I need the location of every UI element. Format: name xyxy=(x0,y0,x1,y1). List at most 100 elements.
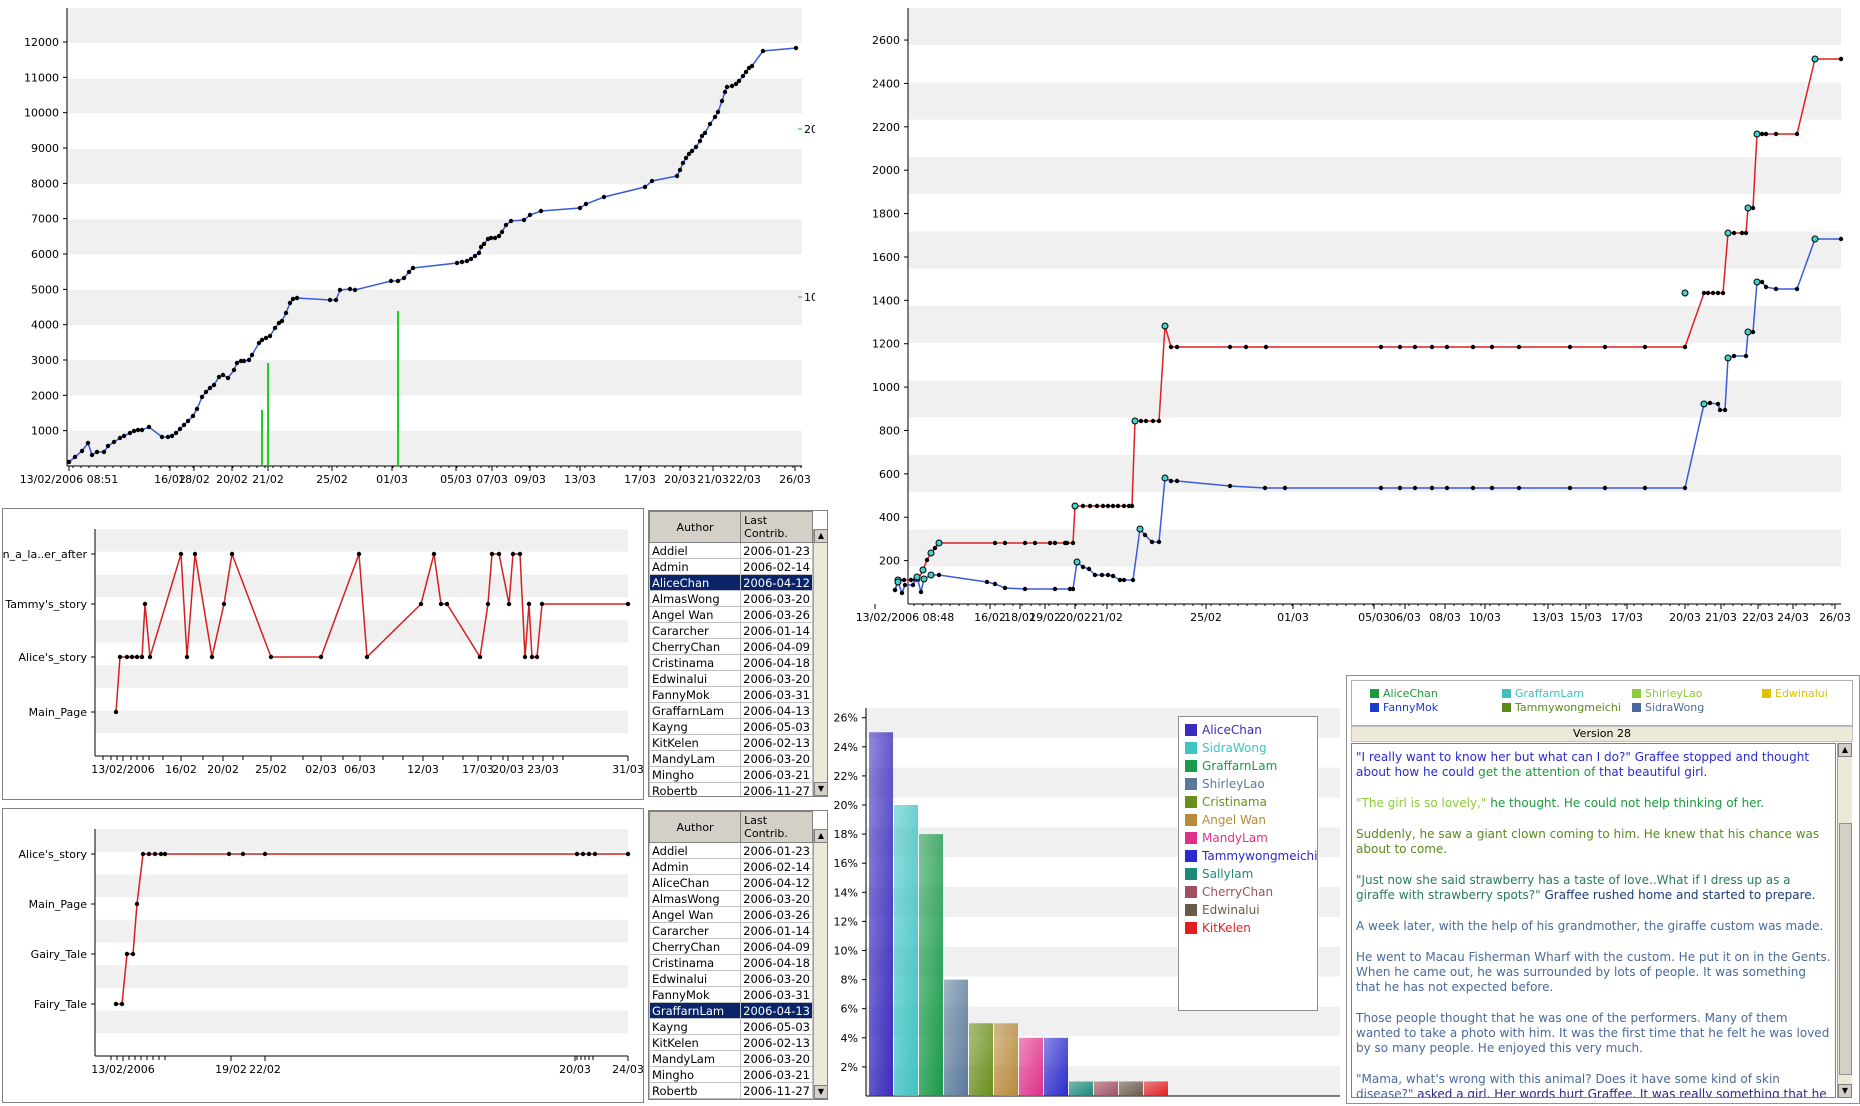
author-table-1[interactable]: Author Last Contrib. Addiel 2006-01-23 Adm… xyxy=(648,510,828,797)
paragraph-7: Those people thought that he was one of … xyxy=(1356,1011,1831,1056)
table-row[interactable]: Addiel 2006-01-23 xyxy=(649,842,813,859)
table-row[interactable]: CherryChan 2006-04-09 xyxy=(649,638,813,655)
table-row[interactable]: Addiel 2006-01-23 xyxy=(649,542,813,559)
contributor-b-point xyxy=(1731,353,1737,359)
edits-point xyxy=(760,48,766,54)
edits-point xyxy=(231,367,237,373)
table-row[interactable]: Edwinalui 2006-03-20 xyxy=(649,970,813,987)
table-row[interactable]: Kayng 2006-05-03 xyxy=(649,718,813,735)
last-contrib-cell: 2006-04-13 xyxy=(740,1002,813,1019)
table-scrollbar-2[interactable]: ▲ ▼ xyxy=(813,829,827,1099)
scroll-down-icon[interactable]: ▼ xyxy=(814,1085,827,1099)
table-row[interactable]: Kayng 2006-05-03 xyxy=(649,1018,813,1035)
x-tick-label: 19/02 xyxy=(1029,611,1061,624)
table-row[interactable]: GraffarnLam 2006-04-13 xyxy=(649,1002,813,1019)
edits-point xyxy=(724,84,730,90)
edits-point xyxy=(521,217,527,223)
legend-item: GraffarnLam xyxy=(1185,757,1317,775)
edits-point xyxy=(256,340,262,346)
table-row[interactable]: MandyLam 2006-03-20 xyxy=(649,750,813,767)
table-row[interactable]: Admin 2006-02-14 xyxy=(649,858,813,875)
edits-point xyxy=(327,297,333,303)
page-activity-chart-2: Alice's_story Main_Page Gairy_Tale Fairy_Ta… xyxy=(18,829,644,1076)
contributor-b-point xyxy=(1397,485,1403,491)
x-tick-label: 13/03 xyxy=(564,473,596,486)
edits-point xyxy=(406,269,412,275)
grid-band xyxy=(95,897,628,920)
scroll-down-icon[interactable]: ▼ xyxy=(814,782,827,796)
story-scrollbar[interactable]: ▲ ▼ xyxy=(1837,743,1852,1098)
author-column-header[interactable]: Author xyxy=(649,511,742,543)
table-row[interactable]: AliceChan 2006-04-12 xyxy=(649,874,813,891)
table-row[interactable]: Mingho 2006-03-21 xyxy=(649,766,813,783)
table-row[interactable]: Robertb 2006-11-27 xyxy=(649,782,813,796)
table-row[interactable]: SallyIam2006-03-21 xyxy=(649,1098,813,1099)
table-scrollbar-1[interactable]: ▲ ▼ xyxy=(813,529,827,796)
edits-point xyxy=(464,258,470,264)
scroll-up-icon[interactable]: ▲ xyxy=(1838,743,1852,757)
author-column-header[interactable]: Author xyxy=(649,811,742,843)
edits-point xyxy=(259,337,265,343)
page-visit-point xyxy=(113,709,119,715)
contributor-b-marker xyxy=(1724,354,1732,362)
y-tick-label: 1000 xyxy=(31,425,59,438)
table-row[interactable]: Mingho 2006-03-21 xyxy=(649,1066,813,1083)
last-contrib-column-header[interactable]: Last Contrib. xyxy=(740,811,813,843)
contributor-a-point xyxy=(1759,131,1765,137)
table-row[interactable]: MandyLam 2006-03-20 xyxy=(649,1050,813,1067)
grid-band xyxy=(908,194,1841,232)
page-visit-point xyxy=(139,654,145,660)
scroll-thumb[interactable] xyxy=(1839,823,1852,1075)
last-contrib-cell: 2006-01-14 xyxy=(740,922,813,939)
scroll-up-icon[interactable]: ▲ xyxy=(814,529,827,543)
table-row[interactable]: FannyMok 2006-03-31 xyxy=(649,686,813,703)
grid-band xyxy=(908,529,1841,567)
grid-band xyxy=(95,965,628,988)
contributor-a-point xyxy=(901,577,907,583)
table-row[interactable]: KitKelen 2006-02-13 xyxy=(649,734,813,751)
edits-point xyxy=(527,212,533,218)
table-row[interactable]: Admin 2006-02-14 xyxy=(649,558,813,575)
table-row[interactable]: Angel Wan 2006-03-26 xyxy=(649,906,813,923)
author-table-2[interactable]: Author Last Contrib. Addiel 2006-01-23 Adm… xyxy=(648,810,828,1100)
contributor-a-point xyxy=(1156,418,1162,424)
author-cell: MandyLam xyxy=(649,750,742,767)
x-tick-label: 20/02 xyxy=(1059,611,1091,624)
contributor-b-point xyxy=(1282,485,1288,491)
edits-point xyxy=(697,138,703,144)
scroll-down-icon[interactable]: ▼ xyxy=(1838,1084,1852,1098)
grid-band xyxy=(67,289,802,326)
legend-label: FannyMok xyxy=(1383,701,1439,714)
table-row[interactable]: KitKelen 2006-02-13 xyxy=(649,1034,813,1051)
table-row[interactable]: Cararcher 2006-01-14 xyxy=(649,622,813,639)
table-row[interactable]: AlmasWong 2006-03-20 xyxy=(649,590,813,607)
y-tick-label: 24% xyxy=(834,741,858,754)
table-row[interactable]: Edwinalui 2006-03-20 xyxy=(649,670,813,687)
table-row[interactable]: Cristinama 2006-04-18 xyxy=(649,954,813,971)
table-row[interactable]: Cristinama 2006-04-18 xyxy=(649,654,813,671)
table-row[interactable]: CherryChan 2006-04-09 xyxy=(649,938,813,955)
legend-item: Edwinalui xyxy=(1185,901,1317,919)
contributor-a-marker xyxy=(1753,130,1761,138)
table-row[interactable]: FannyMok 2006-03-31 xyxy=(649,986,813,1003)
table-row[interactable]: Robertb 2006-11-27 xyxy=(649,1082,813,1099)
edits-point xyxy=(117,435,123,441)
contributor-b-point xyxy=(1602,485,1608,491)
contributor-a-marker xyxy=(1681,289,1689,297)
legend-label: Cristinama xyxy=(1202,795,1267,809)
table-row[interactable]: AliceChan 2006-04-12 xyxy=(649,574,813,591)
last-contrib-cell: 2006-03-26 xyxy=(740,606,813,623)
edits-point xyxy=(481,241,487,247)
scroll-up-icon[interactable]: ▲ xyxy=(814,829,827,843)
table-row[interactable]: AlmasWong 2006-03-20 xyxy=(649,890,813,907)
last-contrib-cell: 2006-01-23 xyxy=(740,842,813,859)
page-visit-point xyxy=(625,601,631,607)
table-row[interactable]: Cararcher 2006-01-14 xyxy=(649,922,813,939)
last-contrib-column-header[interactable]: Last Contrib. xyxy=(740,511,813,543)
x-tick-label: 20/03 xyxy=(1669,611,1701,624)
page-activity-panel-1: In_a_la..er_after Tammy's_story Alice's_st… xyxy=(0,508,644,800)
table-row[interactable]: Angel Wan 2006-03-26 xyxy=(649,606,813,623)
table-row[interactable]: GraffarnLam 2006-04-13 xyxy=(649,702,813,719)
x-tick-label: 18/02 xyxy=(178,473,210,486)
story-legend-item: ShirleyLao xyxy=(1632,687,1702,700)
